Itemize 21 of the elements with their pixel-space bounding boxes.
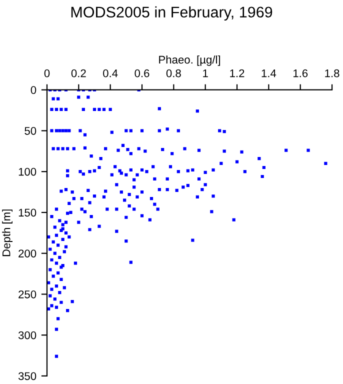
y-tick-label: 250	[18, 290, 36, 298]
x-tick-label: 0.6	[134, 69, 150, 78]
x-tick-label: 0.4	[103, 69, 118, 78]
chart-title: MODS2005 in February, 1969	[71, 6, 272, 21]
x-tick-label: 1	[203, 69, 208, 78]
x-tick-label: 1.6	[293, 69, 308, 78]
x-tick-label: 0.2	[71, 69, 86, 78]
x-tick-label: 0	[44, 69, 50, 78]
y-tick-label: 300	[18, 331, 36, 340]
x-tick-label: 0.8	[166, 69, 181, 78]
y-tick-label: 50	[24, 126, 36, 135]
y-axis-title: Depth [m]	[2, 210, 12, 256]
x-tick-label: 1.4	[262, 69, 276, 78]
y-tick-label: 0	[30, 86, 36, 94]
y-tick-label: 350	[18, 372, 36, 380]
y-tick-label: 100	[18, 168, 36, 176]
x-tick-label: 1.8	[325, 69, 340, 78]
y-tick-label: 150	[18, 208, 36, 217]
y-tick-label: 200	[18, 250, 36, 258]
x-axis-title: Phaeo. [µg/l]	[159, 55, 220, 66]
x-tick-label: 1.2	[230, 69, 244, 78]
